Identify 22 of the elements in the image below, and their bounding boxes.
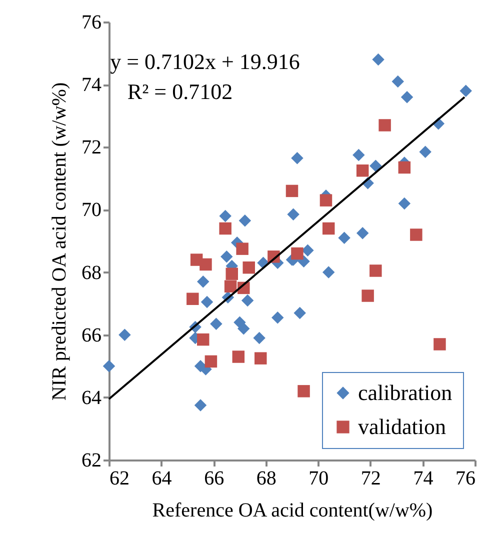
x-tick-label: 62 [110, 468, 130, 490]
x-tick-label: 64 [152, 468, 172, 490]
x-tick-label: 72 [360, 468, 381, 490]
legend-label: calibration [358, 380, 452, 405]
y-tick-label: 76 [82, 12, 102, 34]
y-tick-label: 70 [82, 199, 102, 222]
x-tick-label: 76 [456, 468, 476, 490]
annotation: y = 0.7102x + 19.916 [110, 49, 300, 74]
y-tick-label: 72 [82, 136, 102, 159]
y-tick-label: 68 [82, 262, 102, 284]
y-tick-label: 66 [82, 324, 102, 346]
y-tick-label: 74 [82, 74, 102, 96]
legend-label: validation [358, 414, 446, 439]
annotation: R² = 0.7102 [127, 79, 233, 104]
y-tick-label: 64 [82, 386, 102, 409]
y-axis-title: NIR predicted OA acid content (w/w%) [48, 82, 70, 401]
x-tick-label: 70 [308, 468, 329, 490]
y-tick-label: 62 [82, 450, 102, 472]
x-tick-label: 74 [413, 468, 434, 490]
x-tick-label: 66 [204, 468, 224, 490]
x-tick-label: 68 [256, 468, 276, 490]
x-axis-title: Reference OA acid content(w/w%) [152, 500, 433, 522]
